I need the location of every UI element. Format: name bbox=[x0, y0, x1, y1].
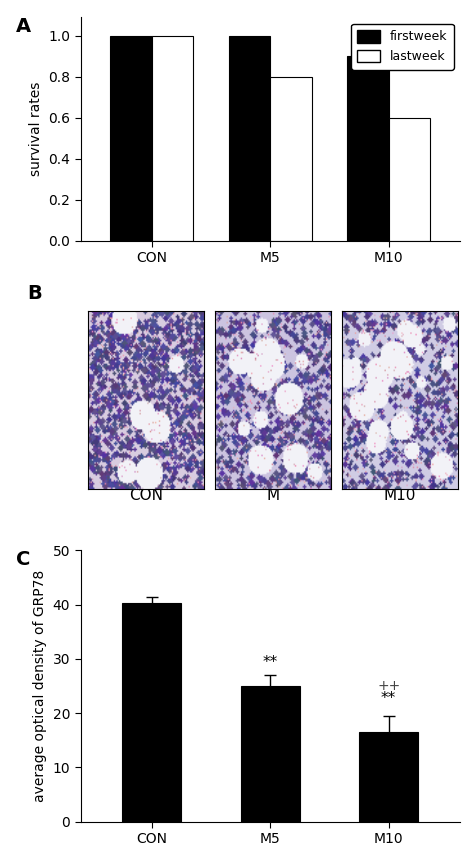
Text: **: ** bbox=[263, 655, 278, 670]
Bar bbox=[359, 732, 418, 822]
Text: ++: ++ bbox=[377, 679, 401, 693]
Text: **: ** bbox=[381, 691, 396, 706]
Text: B: B bbox=[27, 284, 42, 303]
Bar bbox=[110, 35, 152, 240]
Text: CON: CON bbox=[129, 488, 163, 503]
Text: A: A bbox=[16, 17, 31, 36]
Y-axis label: average optical density of GRP78: average optical density of GRP78 bbox=[33, 570, 47, 802]
Text: C: C bbox=[16, 550, 30, 569]
Y-axis label: survival rates: survival rates bbox=[28, 82, 43, 176]
Bar bbox=[347, 56, 389, 240]
Legend: firstweek, lastweek: firstweek, lastweek bbox=[351, 23, 454, 69]
Text: M: M bbox=[266, 488, 280, 503]
Bar bbox=[122, 603, 181, 822]
Bar bbox=[240, 686, 300, 822]
Bar bbox=[152, 35, 193, 240]
Text: M10: M10 bbox=[384, 488, 416, 503]
Bar bbox=[228, 35, 270, 240]
Bar bbox=[270, 77, 311, 240]
Bar bbox=[389, 118, 430, 240]
